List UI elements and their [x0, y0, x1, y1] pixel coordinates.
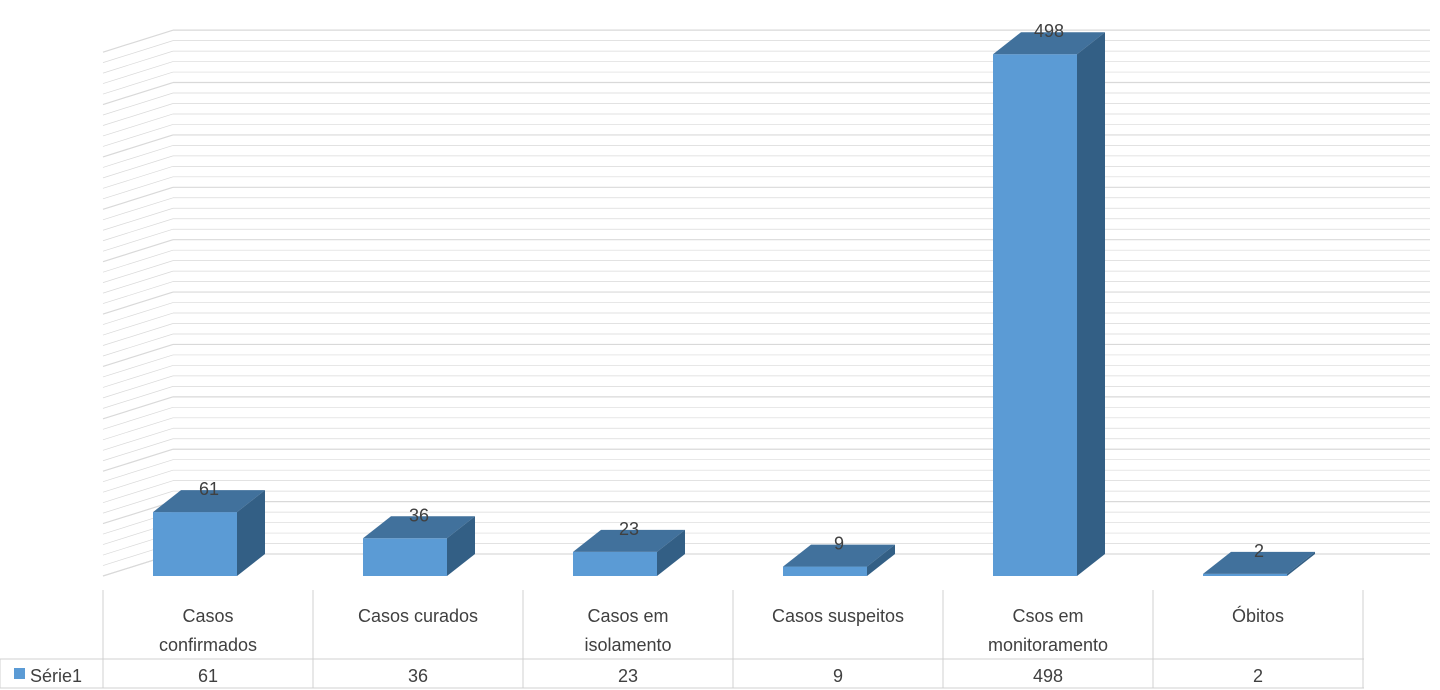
data-table: Casos confirmados Casos curados Casos em iso…	[0, 590, 1364, 689]
bar-front	[573, 551, 657, 576]
gridline-side	[102, 81, 174, 106]
value-label: 2	[1254, 541, 1264, 561]
bar-top	[1203, 551, 1315, 574]
bar-side	[237, 490, 265, 576]
bar-front	[153, 512, 237, 576]
category-label: monitoramento	[988, 635, 1108, 655]
bar-side	[1077, 32, 1105, 576]
gridline-side	[102, 501, 174, 525]
bar	[783, 544, 895, 576]
bar	[993, 32, 1105, 576]
gridline-side	[102, 197, 174, 221]
gridline-side	[102, 260, 174, 283]
gridline-side	[102, 386, 174, 409]
gridline-side	[102, 302, 174, 325]
gridline-side	[102, 281, 174, 304]
gridline-side	[102, 113, 174, 137]
category-label: Csos em	[1012, 606, 1083, 626]
table-value: 61	[198, 666, 218, 686]
value-label: 9	[834, 534, 844, 554]
bar-front	[783, 566, 867, 576]
gridline-side	[102, 207, 174, 231]
bar-side	[867, 544, 895, 576]
table-value: 498	[1033, 666, 1063, 686]
value-label: 36	[409, 505, 429, 525]
category-label: Casos	[182, 606, 233, 626]
value-label: 23	[619, 519, 639, 539]
bar-top	[573, 529, 685, 552]
bar-top	[993, 32, 1105, 55]
value-labels: 61 36 23 9 498 2	[199, 21, 1264, 561]
gridline-side	[102, 375, 174, 399]
gridline-side	[102, 186, 174, 210]
gridline-side	[102, 469, 174, 493]
bar-front	[1203, 573, 1287, 576]
series-name: Série1	[30, 666, 82, 686]
gridline-side	[102, 166, 174, 189]
gridline-side	[102, 438, 174, 462]
gridline-side	[102, 40, 174, 63]
gridline-side	[102, 155, 174, 179]
bar	[1203, 551, 1315, 576]
category-label: Casos em	[587, 606, 668, 626]
gridline-side	[102, 50, 174, 74]
gridline-side	[102, 396, 174, 420]
gridline-side	[102, 124, 174, 147]
category-label: Casos curados	[358, 606, 478, 626]
category-label: isolamento	[584, 635, 671, 655]
gridline-side	[102, 145, 174, 168]
bar-top	[153, 490, 265, 513]
gridline-side	[102, 228, 174, 252]
gridline-side	[102, 480, 174, 503]
bar	[153, 490, 265, 576]
category-label: Óbitos	[1232, 605, 1284, 626]
bar-side	[1287, 551, 1315, 576]
gridline-side	[102, 249, 174, 273]
gridline-side	[102, 134, 174, 158]
gridline-side	[102, 103, 174, 126]
bar-front	[363, 538, 447, 576]
gridline-side	[102, 239, 174, 263]
gridline-side	[102, 333, 174, 357]
bar	[363, 516, 475, 576]
gridline-side	[102, 365, 174, 388]
gridline-side	[102, 312, 174, 336]
gridline-side	[102, 176, 174, 200]
category-label: Casos suspeitos	[772, 606, 904, 626]
gridline-side	[102, 270, 174, 294]
gridline-side	[102, 417, 174, 441]
gridline-side	[102, 92, 174, 116]
gridline-side	[102, 343, 174, 368]
gridline-side	[102, 406, 174, 430]
gridline-side	[102, 459, 174, 483]
bar-front	[993, 54, 1077, 576]
value-label: 498	[1034, 21, 1064, 41]
gridline-side	[102, 323, 174, 346]
gridlines	[102, 29, 1430, 577]
table-value: 2	[1253, 666, 1263, 686]
gridline-side	[102, 427, 174, 451]
table-value: 36	[408, 666, 428, 686]
legend-swatch	[14, 668, 25, 679]
gridline-side	[102, 29, 174, 53]
gridline-side	[102, 354, 174, 378]
bar	[573, 529, 685, 576]
gridline-side	[102, 490, 174, 514]
table-value: 23	[618, 666, 638, 686]
gridline-side	[102, 291, 174, 315]
gridline-side	[102, 448, 174, 472]
value-label: 61	[199, 479, 219, 499]
bar-top	[783, 544, 895, 567]
bars	[153, 32, 1315, 576]
gridline-side	[102, 61, 174, 84]
gridline-side	[102, 218, 174, 242]
bar-side	[447, 516, 475, 576]
bar-side	[657, 529, 685, 576]
gridline-side	[102, 71, 174, 95]
category-label: confirmados	[159, 635, 257, 655]
bar-top	[363, 516, 475, 539]
table-value: 9	[833, 666, 843, 686]
